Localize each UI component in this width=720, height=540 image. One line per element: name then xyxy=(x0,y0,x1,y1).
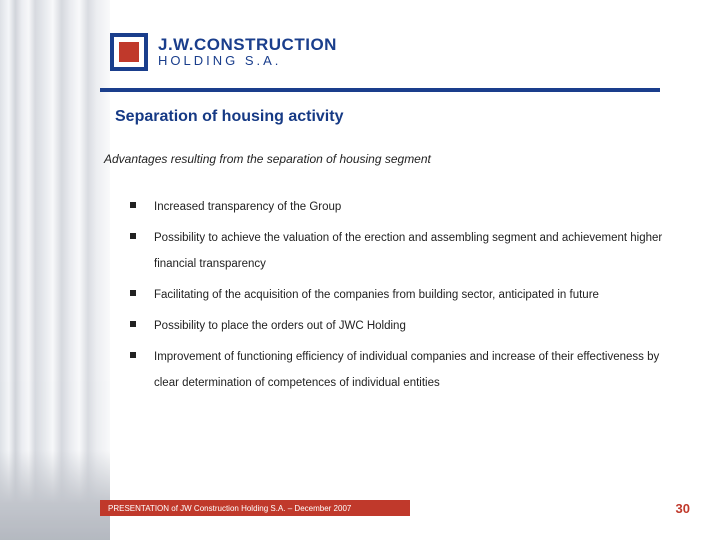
logo-icon xyxy=(110,33,148,71)
background-columns-image xyxy=(0,0,110,540)
list-item: Improvement of functioning efficiency of… xyxy=(130,345,680,396)
list-item: Facilitating of the acquisition of the c… xyxy=(130,283,680,308)
intro-text: Advantages resulting from the separation… xyxy=(104,152,431,166)
bullet-text: Improvement of functioning efficiency of… xyxy=(154,345,680,396)
bullet-marker-icon xyxy=(130,321,136,327)
slide-title: Separation of housing activity xyxy=(115,108,343,126)
bullet-text: Possibility to place the orders out of J… xyxy=(154,314,406,339)
header: J.W.CONSTRUCTION HOLDING S.A. xyxy=(110,22,610,82)
bullet-marker-icon xyxy=(130,233,136,239)
page-number: 30 xyxy=(676,501,690,516)
bullet-list: Increased transparency of the Group Poss… xyxy=(130,195,680,402)
header-divider xyxy=(100,88,660,92)
footer-text: PRESENTATION of JW Construction Holding … xyxy=(108,504,351,513)
logo-line1: J.W.CONSTRUCTION xyxy=(158,36,337,53)
bullet-text: Facilitating of the acquisition of the c… xyxy=(154,283,599,308)
bullet-marker-icon xyxy=(130,290,136,296)
bullet-text: Increased transparency of the Group xyxy=(154,195,341,220)
bullet-marker-icon xyxy=(130,352,136,358)
list-item: Possibility to achieve the valuation of … xyxy=(130,226,680,277)
list-item: Possibility to place the orders out of J… xyxy=(130,314,680,339)
logo-text: J.W.CONSTRUCTION HOLDING S.A. xyxy=(158,36,337,69)
slide: J.W.CONSTRUCTION HOLDING S.A. Separation… xyxy=(0,0,720,540)
logo-line2: HOLDING S.A. xyxy=(158,53,337,69)
footer-bar: PRESENTATION of JW Construction Holding … xyxy=(100,500,410,516)
bullet-text: Possibility to achieve the valuation of … xyxy=(154,226,680,277)
bullet-marker-icon xyxy=(130,202,136,208)
list-item: Increased transparency of the Group xyxy=(130,195,680,220)
